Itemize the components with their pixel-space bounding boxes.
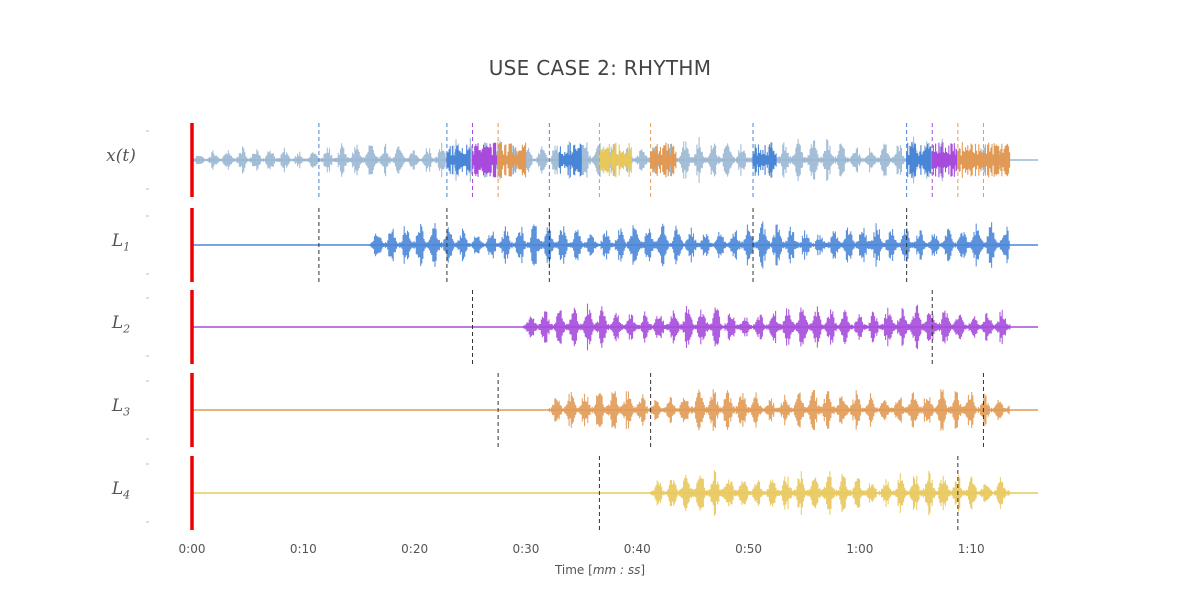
track-L2 (146, 290, 1038, 364)
x-tick-label: 1:00 (846, 542, 874, 556)
x-tick-label: 0:30 (512, 542, 540, 556)
track-L3 (146, 373, 1038, 447)
track-mix (146, 123, 1038, 197)
x-tick-label: 1:10 (957, 542, 985, 556)
track-label-main: x(t) (106, 146, 136, 166)
x-tick-label: 0:20 (401, 542, 429, 556)
track-label-sub: 1 (123, 240, 131, 254)
x-tick-label: 0:10 (289, 542, 317, 556)
mixture-segment (931, 142, 958, 178)
chart-title: USE CASE 2: RHYTHM (488, 56, 712, 80)
track-label-main: L (111, 313, 124, 333)
track-L1 (146, 208, 1038, 282)
mixture-segment (752, 142, 777, 178)
waveform-L4 (650, 470, 1010, 516)
waveform-L1 (369, 221, 1010, 269)
track-label-L3: L3 (96, 396, 146, 418)
track-label-sub: 3 (123, 405, 131, 419)
x-tick-label: 0:00 (178, 542, 206, 556)
track-label-main: L (111, 479, 124, 499)
track-label-L2: L2 (96, 313, 146, 335)
x-tick-label: 0:50 (735, 542, 763, 556)
track-label-main: L (111, 396, 124, 416)
track-label-sub: 4 (123, 488, 131, 502)
waveform-L3 (548, 389, 1010, 431)
track-label-mix: x(t) (96, 146, 146, 166)
x-axis-label: Time [mm : ss] (554, 563, 646, 577)
mixture-segment (471, 142, 498, 178)
mixture-segment (497, 142, 527, 178)
track-label-L1: L1 (96, 231, 146, 253)
x-tick-label: 0:40 (623, 542, 651, 556)
mixture-segment (906, 142, 932, 178)
track-label-L4: L4 (96, 479, 146, 501)
mixture-segment (650, 142, 677, 178)
mixture-segment (558, 142, 582, 178)
track-label-sub: 2 (123, 322, 131, 336)
waveform-L2 (523, 303, 1011, 351)
track-L4 (146, 456, 1038, 530)
track-label-main: L (111, 231, 124, 251)
mixture-segment (598, 142, 632, 178)
